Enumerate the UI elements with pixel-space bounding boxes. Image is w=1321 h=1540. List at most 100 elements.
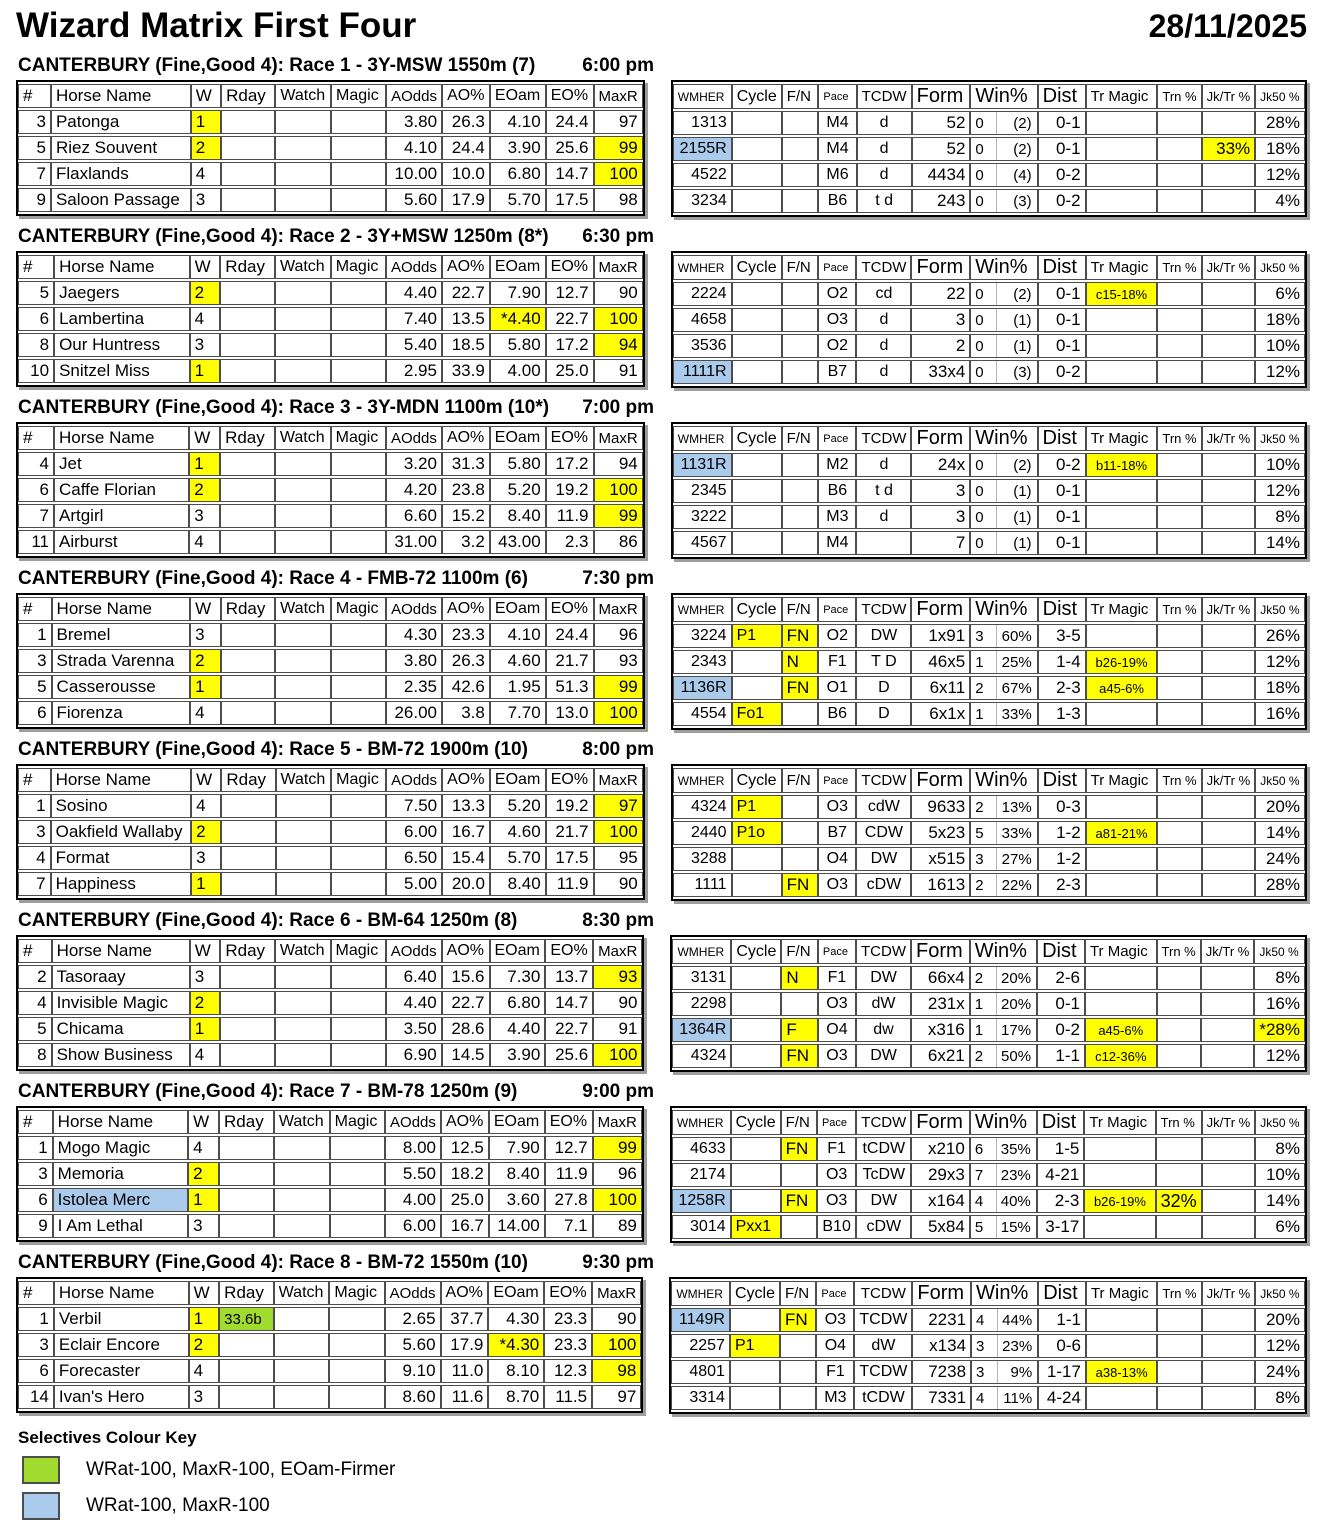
cell-magic bbox=[330, 504, 386, 528]
cell-pace: M4 bbox=[818, 531, 857, 555]
table-row: 1111 FN O3 cDW 1613 2 22% 2-3 28% bbox=[672, 873, 1305, 897]
cell-num: 4 bbox=[18, 452, 54, 476]
cell-watch bbox=[273, 1385, 330, 1409]
table-row: 4554 Fo1 B6 D 6x1x 1 33% 1-3 16% bbox=[672, 702, 1305, 726]
cell-jk50-pct: 4% bbox=[1255, 189, 1305, 213]
column-header-fn: F/N bbox=[781, 84, 819, 109]
column-header-eoam: EOam bbox=[489, 597, 546, 621]
cell-tcdw: DW bbox=[856, 1189, 912, 1213]
cell-maxr: 91 bbox=[593, 359, 643, 383]
cell-rday bbox=[221, 136, 276, 160]
cell-tr-magic: a45-6% bbox=[1084, 1018, 1157, 1042]
cell-ao-pct: 17.9 bbox=[440, 1333, 489, 1357]
column-header-trn-pct: Trn % bbox=[1157, 426, 1202, 451]
cell-watch bbox=[274, 965, 331, 989]
cell-trn-pct bbox=[1157, 1360, 1202, 1384]
cell-wmher: 3222 bbox=[672, 505, 732, 529]
cell-fn: FN bbox=[781, 676, 819, 700]
cell-watch bbox=[275, 623, 331, 647]
cell-form: 33x4 bbox=[911, 360, 971, 384]
cell-pace: M3 bbox=[818, 505, 857, 529]
cell-pace: B6 bbox=[818, 479, 857, 503]
cell-tcdw: TcDW bbox=[856, 1163, 912, 1187]
cell-rday bbox=[219, 1359, 274, 1383]
race-time: 6:00 pm bbox=[582, 55, 654, 76]
cell-num: 8 bbox=[18, 1043, 52, 1067]
cell-ao-pct: 22.7 bbox=[441, 991, 490, 1015]
cell-tcdw: d bbox=[856, 163, 912, 187]
cell-form: 24x bbox=[911, 453, 971, 477]
column-header-form: Form bbox=[911, 768, 971, 793]
cell-w: 3 bbox=[188, 1385, 220, 1409]
cell-magic bbox=[330, 452, 386, 476]
cell-jk50-pct: 8% bbox=[1255, 505, 1305, 529]
column-header-rday: Rday bbox=[220, 255, 275, 279]
race-title: CANTERBURY (Fine,Good 4): Race 8 - BM-72… bbox=[18, 1252, 528, 1273]
cell-dist: 1-4 bbox=[1037, 650, 1086, 674]
race-section: CANTERBURY (Fine,Good 4): Race 8 - BM-72… bbox=[16, 1252, 1307, 1414]
cell-fn bbox=[781, 308, 819, 332]
cell-maxr: 93 bbox=[593, 965, 643, 989]
horses-table: # Horse Name W Rday Watch Magic AOdds AO% EOam EO… bbox=[16, 251, 645, 387]
cell-aodds: 8.00 bbox=[385, 1136, 441, 1160]
cell-watch bbox=[273, 1162, 330, 1186]
cell-magic bbox=[330, 675, 387, 699]
cell-num: 3 bbox=[18, 1333, 54, 1357]
cell-watch bbox=[274, 333, 331, 357]
cell-ao-pct: 25.0 bbox=[441, 1188, 489, 1212]
page-title: Wizard Matrix First Four bbox=[16, 6, 417, 45]
table-row: 4 Jet 1 3.20 31.3 5.80 17.2 94 bbox=[18, 452, 643, 476]
form-table: WMHER Cycle F/N Pace TCDW Form Win% Dist Tr Magi… bbox=[670, 593, 1307, 730]
column-header-num: # bbox=[18, 426, 54, 450]
column-header-eo-pct: EO% bbox=[545, 939, 594, 963]
table-row: 1136R FN O1 D 6x11 2 67% 2-3 a45-6% 18% bbox=[672, 676, 1305, 700]
column-header-tr-magic: Tr Magic bbox=[1085, 426, 1158, 451]
cell-watch bbox=[273, 1333, 330, 1357]
cell-pace: O4 bbox=[817, 1018, 857, 1042]
cell-pace: O2 bbox=[818, 282, 857, 306]
cell-w: 4 bbox=[190, 162, 222, 186]
column-header-horse-name: Horse Name bbox=[50, 84, 191, 108]
cell-maxr: 98 bbox=[593, 188, 643, 212]
horses-table: # Horse Name W Rday Watch Magic AOdds AO% EOam EO… bbox=[16, 935, 645, 1071]
cell-dist: 4-24 bbox=[1038, 1386, 1086, 1410]
cell-watch bbox=[273, 1359, 330, 1383]
header-row: # Horse Name W Rday Watch Magic AOdds AO% EOam EO… bbox=[18, 597, 643, 621]
cell-w: 2 bbox=[191, 820, 222, 844]
cell-eoam: 3.90 bbox=[489, 1043, 546, 1067]
cell-win-pct: 2 50% bbox=[969, 1044, 1038, 1068]
cell-dist: 1-5 bbox=[1036, 1137, 1085, 1161]
column-header-dist: Dist bbox=[1038, 1281, 1086, 1306]
column-header-dist: Dist bbox=[1037, 255, 1086, 280]
cell-num: 10 bbox=[18, 359, 55, 383]
cell-pace: M4 bbox=[818, 137, 857, 161]
cell-magic bbox=[331, 162, 387, 186]
column-header-jk-tr-pct: Jk/Tr % bbox=[1201, 255, 1256, 280]
column-header-pace: Pace bbox=[818, 597, 857, 622]
header-row: # Horse Name W Rday Watch Magic AOdds AO% EOam EO… bbox=[18, 1110, 642, 1134]
cell-jk-tr-pct bbox=[1201, 163, 1256, 187]
cell-w: 1 bbox=[189, 452, 221, 476]
cell-aodds: 5.60 bbox=[384, 1333, 441, 1357]
cell-wmher: 4324 bbox=[672, 795, 732, 819]
cell-dist: 0-1 bbox=[1037, 531, 1086, 555]
cell-magic bbox=[331, 136, 387, 160]
header-row: # Horse Name W Rday Watch Magic AOdds AO% EOam EO… bbox=[18, 939, 643, 963]
column-header-magic: Magic bbox=[329, 1281, 385, 1305]
cell-dist: 0-1 bbox=[1037, 334, 1086, 358]
cell-num: 6 bbox=[18, 478, 54, 502]
cell-w: 3 bbox=[188, 1214, 220, 1238]
table-row: 5 Jaegers 2 4.40 22.7 7.90 12.7 90 bbox=[18, 281, 643, 305]
column-header-win-pct: Win% bbox=[970, 597, 1038, 622]
cell-eoam: 6.80 bbox=[489, 162, 546, 186]
horses-table: # Horse Name W Rday Watch Magic AOdds AO% EOam EO… bbox=[16, 422, 645, 558]
cell-fn bbox=[781, 479, 819, 503]
cell-win-pct: 4 44% bbox=[971, 1308, 1039, 1332]
cell-wmher: 1364R bbox=[672, 1018, 732, 1042]
cell-win-pct: 0 (2) bbox=[970, 282, 1038, 306]
column-header-fn: F/N bbox=[781, 426, 819, 451]
cell-maxr: 89 bbox=[592, 1214, 642, 1238]
cell-win-pct: 3 60% bbox=[970, 624, 1038, 648]
cell-form: 3 bbox=[911, 308, 971, 332]
cell-aodds: 7.40 bbox=[385, 307, 442, 331]
